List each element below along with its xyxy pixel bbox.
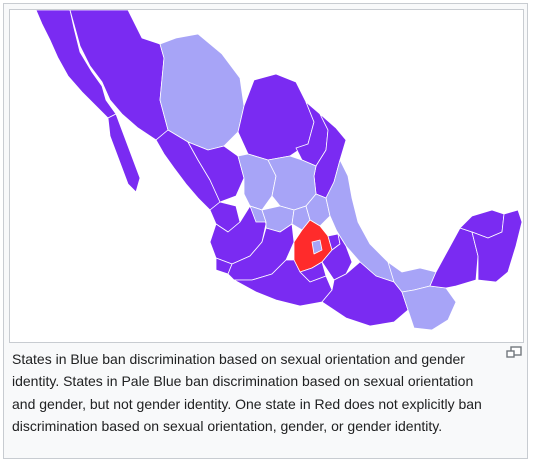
state-san-luis-potosi[interactable] <box>267 155 317 211</box>
state-chiapas[interactable] <box>401 285 457 331</box>
state-jalisco[interactable] <box>209 205 267 265</box>
state-durango[interactable] <box>187 141 245 203</box>
state-cdmx[interactable] <box>311 239 323 255</box>
state-chihuahua[interactable] <box>159 33 245 151</box>
state-baja-california-sur[interactable] <box>107 113 141 193</box>
state-campeche[interactable] <box>429 227 479 289</box>
magnify-clip-icon[interactable] <box>505 346 523 360</box>
state-guerrero[interactable] <box>233 259 333 307</box>
mexico-map[interactable] <box>9 9 524 343</box>
thumbnail-frame: States in Blue ban discrimination based … <box>3 3 528 459</box>
state-zacatecas[interactable] <box>237 153 277 211</box>
state-quintana-roo[interactable] <box>471 209 523 283</box>
map-caption: States in Blue ban discrimination based … <box>12 351 482 435</box>
map-svg <box>35 10 523 331</box>
